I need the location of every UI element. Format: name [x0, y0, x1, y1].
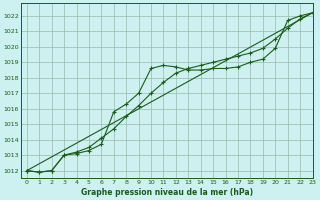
X-axis label: Graphe pression niveau de la mer (hPa): Graphe pression niveau de la mer (hPa) [81, 188, 252, 197]
